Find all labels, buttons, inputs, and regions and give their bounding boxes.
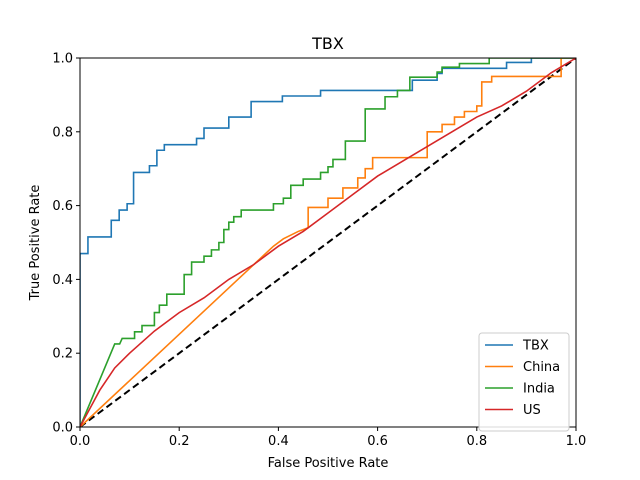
- x-tick-label: 0.2: [169, 434, 190, 449]
- legend-label-tbx: TBX: [522, 339, 549, 354]
- y-tick-label: 0.6: [52, 199, 73, 214]
- plot-frame: [79, 57, 577, 428]
- legend-label-us: US: [523, 403, 541, 418]
- series-line-india: [80, 58, 576, 427]
- x-tick-label: 0.4: [268, 434, 289, 449]
- x-tick-label: 0.0: [70, 434, 91, 449]
- y-tick-label: 0.4: [52, 273, 73, 288]
- x-tick-label: 0.6: [367, 434, 388, 449]
- legend-label-china: China: [523, 360, 560, 375]
- series-line-tbx: [80, 58, 576, 427]
- x-tick-label: 1.0: [566, 434, 587, 449]
- series-line-china: [80, 58, 576, 427]
- legend-label-india: India: [523, 382, 555, 397]
- legend: TBX China India US: [478, 332, 570, 432]
- y-axis-title: True Positive Rate: [28, 185, 43, 302]
- y-tick-label: 0.0: [52, 421, 73, 436]
- legend-box: [478, 332, 570, 432]
- x-axis-title: False Positive Rate: [268, 456, 389, 471]
- chart-title: TBX: [311, 34, 344, 53]
- y-tick-label: 0.2: [52, 347, 73, 362]
- y-tick-label: 0.8: [52, 125, 73, 140]
- series-line-us: [80, 58, 576, 427]
- plot-area: 0.0 0.2 0.4 0.6 0.8 1.0 0.0 0.2 0.4 0.6 0.8 1.0: [52, 52, 586, 450]
- x-tick-label: 0.8: [466, 434, 487, 449]
- y-tick-label: 1.0: [52, 52, 73, 67]
- diagonal-reference-line: [80, 58, 576, 427]
